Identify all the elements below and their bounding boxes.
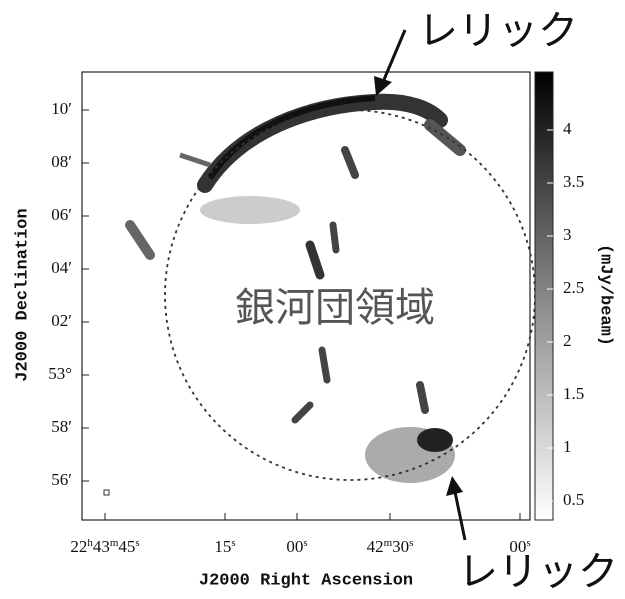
colorbar-tick-label: 3.5 — [563, 172, 584, 191]
y-tick-label: 08′ — [51, 152, 72, 171]
colorbar-tick-label: 2.5 — [563, 278, 584, 297]
x-tick-label: 22h43m45s — [70, 537, 139, 556]
figure: 銀河団領域 レリック レリック J2000 Declination J2000 … — [0, 0, 625, 599]
x-tick-sup: s — [303, 537, 307, 549]
x-axis-label: J2000 Right Ascension — [199, 571, 413, 590]
colorbar-tick-label: 1.5 — [563, 384, 584, 403]
x-tick-sup: s — [526, 537, 530, 549]
x-tick-sup: s — [135, 537, 139, 549]
x-tick-part: 15 — [214, 537, 231, 556]
y-tick-label: 58′ — [51, 417, 72, 436]
y-tick-label: 04′ — [51, 258, 72, 277]
y-tick-label: 10′ — [51, 99, 72, 118]
x-tick-part: 43 — [93, 537, 110, 556]
relic-label: レリック — [458, 549, 618, 595]
x-tick-sup: s — [231, 537, 235, 549]
x-tick-label: 00s — [286, 537, 307, 556]
x-tick-part: 22 — [70, 537, 87, 556]
x-tick-part: 45 — [118, 537, 135, 556]
x-tick-part: 00 — [286, 537, 303, 556]
colorbar-tick-label: 2 — [563, 331, 572, 350]
x-tick-part: 30 — [392, 537, 409, 556]
colorbar-tick-label: 1 — [563, 437, 572, 456]
cluster-region-label: 銀河団領域 — [235, 285, 435, 331]
x-tick-sup: s — [409, 537, 413, 549]
relic-label: レリック — [418, 8, 578, 54]
colorbar — [535, 72, 553, 520]
x-tick-part: 42 — [367, 537, 384, 556]
colorbar-tick-label: 4 — [563, 119, 572, 138]
y-tick-label: 02′ — [51, 311, 72, 330]
x-tick-label: 42m30s — [367, 537, 414, 556]
x-tick-label: 15s — [214, 537, 235, 556]
y-axis-label: J2000 Declination — [13, 208, 32, 381]
y-tick-label: 56′ — [51, 470, 72, 489]
colorbar-tick-label: 0.5 — [563, 490, 584, 509]
x-tick-part: 00 — [509, 537, 526, 556]
y-tick-label: 06′ — [51, 205, 72, 224]
y-tick-label: 53° — [48, 364, 72, 383]
colorbar-tick-label: 3 — [563, 225, 572, 244]
colorbar-label: (mJy/beam) — [596, 244, 615, 346]
